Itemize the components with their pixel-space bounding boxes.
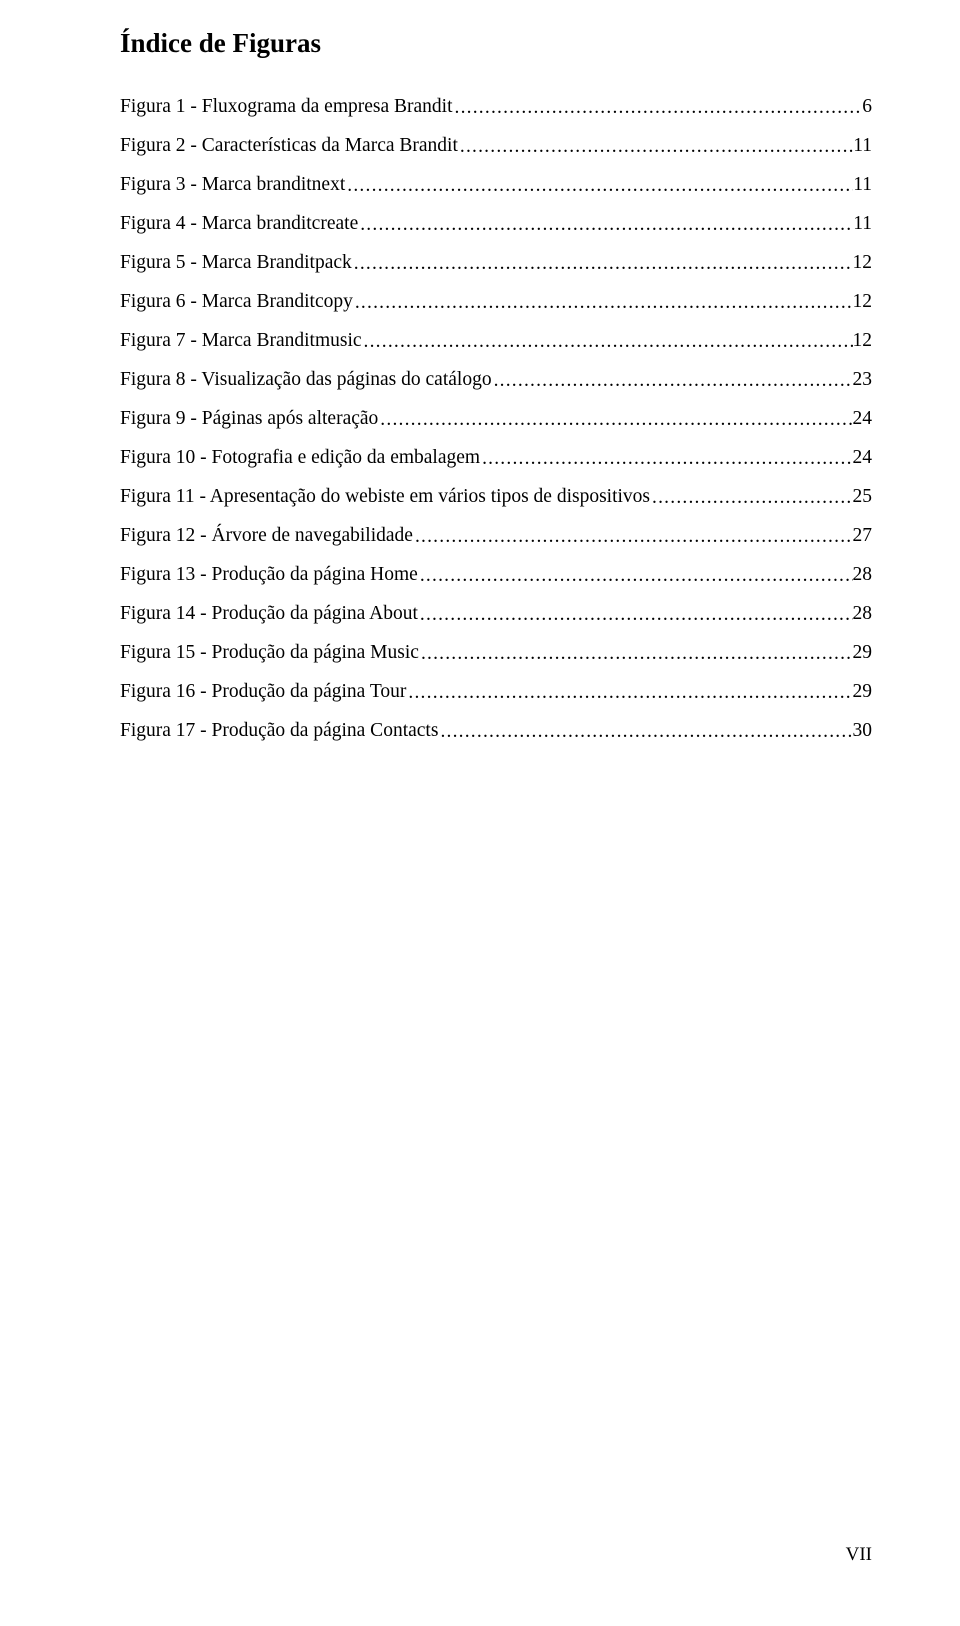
toc-page-number: 24: [853, 448, 873, 468]
toc-leader: [418, 605, 853, 625]
toc-page-number: 6: [862, 97, 872, 117]
toc-page-number: 11: [853, 175, 872, 195]
toc-page-number: 29: [853, 682, 873, 702]
toc-leader: [419, 644, 853, 664]
toc-leader: [438, 722, 852, 742]
toc-page-number: 12: [853, 253, 873, 273]
toc-entry: Figura 16 - Produção da página Tour 29: [120, 682, 872, 702]
toc-leader: [358, 215, 853, 235]
toc-entry: Figura 10 - Fotografia e edição da embal…: [120, 448, 872, 468]
toc-entry: Figura 7 - Marca Branditmusic 12: [120, 331, 872, 351]
toc-page-number: 11: [853, 136, 872, 156]
toc-entry: Figura 17 - Produção da página Contacts …: [120, 721, 872, 741]
toc-leader: [345, 176, 853, 196]
toc-page-number: 24: [853, 409, 873, 429]
toc-label: Figura 12 - Árvore de navegabilidade: [120, 526, 413, 546]
toc-entry: Figura 11 - Apresentação do webiste em v…: [120, 487, 872, 507]
toc-entry: Figura 13 - Produção da página Home 28: [120, 565, 872, 585]
toc-entry: Figura 8 - Visualização das páginas do c…: [120, 370, 872, 390]
toc-entry: Figura 14 - Produção da página About 28: [120, 604, 872, 624]
toc-label: Figura 17 - Produção da página Contacts: [120, 721, 438, 741]
toc-entry: Figura 15 - Produção da página Music 29: [120, 643, 872, 663]
toc-label: Figura 8 - Visualização das páginas do c…: [120, 370, 492, 390]
toc-page-number: 11: [853, 214, 872, 234]
toc-entry: Figura 9 - Páginas após alteração 24: [120, 409, 872, 429]
toc-leader: [352, 254, 853, 274]
toc-leader: [480, 449, 852, 469]
toc-label: Figura 5 - Marca Branditpack: [120, 253, 352, 273]
page-number: VII: [846, 1544, 872, 1566]
toc-label: Figura 6 - Marca Branditcopy: [120, 292, 353, 312]
toc-label: Figura 16 - Produção da página Tour: [120, 682, 406, 702]
toc-label: Figura 9 - Páginas após alteração: [120, 409, 378, 429]
toc-page-number: 29: [853, 643, 873, 663]
toc-entry: Figura 5 - Marca Branditpack 12: [120, 253, 872, 273]
toc-entry: Figura 4 - Marca branditcreate 11: [120, 214, 872, 234]
toc-entry: Figura 2 - Características da Marca Bran…: [120, 136, 872, 156]
toc-leader: [418, 566, 853, 586]
toc-page-number: 28: [853, 565, 873, 585]
toc-leader: [458, 137, 853, 157]
toc-leader: [353, 293, 853, 313]
toc-entry: Figura 12 - Árvore de navegabilidade 27: [120, 526, 872, 546]
page: Índice de Figuras Figura 1 - Fluxograma …: [0, 0, 960, 1626]
toc-leader: [453, 98, 863, 118]
toc-label: Figura 2 - Características da Marca Bran…: [120, 136, 458, 156]
toc-page-number: 12: [853, 331, 873, 351]
toc-leader: [413, 527, 853, 547]
toc-page-number: 30: [853, 721, 873, 741]
toc-entry: Figura 3 - Marca branditnext 11: [120, 175, 872, 195]
toc-label: Figura 4 - Marca branditcreate: [120, 214, 358, 234]
toc-leader: [492, 371, 853, 391]
toc-label: Figura 7 - Marca Branditmusic: [120, 331, 362, 351]
toc-label: Figura 14 - Produção da página About: [120, 604, 418, 624]
toc-label: Figura 15 - Produção da página Music: [120, 643, 419, 663]
toc-page-number: 12: [853, 292, 873, 312]
toc-label: Figura 1 - Fluxograma da empresa Brandit: [120, 97, 453, 117]
toc-leader: [406, 683, 852, 703]
toc-page-number: 28: [853, 604, 873, 624]
page-title: Índice de Figuras: [120, 28, 872, 59]
toc-page-number: 23: [853, 370, 873, 390]
toc-list: Figura 1 - Fluxograma da empresa Brandit…: [120, 97, 872, 741]
toc-page-number: 27: [853, 526, 873, 546]
toc-leader: [378, 410, 852, 430]
toc-leader: [362, 332, 853, 352]
toc-entry: Figura 1 - Fluxograma da empresa Brandit…: [120, 97, 872, 117]
toc-page-number: 25: [853, 487, 873, 507]
toc-leader: [650, 488, 852, 508]
toc-label: Figura 11 - Apresentação do webiste em v…: [120, 487, 650, 507]
toc-entry: Figura 6 - Marca Branditcopy 12: [120, 292, 872, 312]
toc-label: Figura 10 - Fotografia e edição da embal…: [120, 448, 480, 468]
toc-label: Figura 3 - Marca branditnext: [120, 175, 345, 195]
toc-label: Figura 13 - Produção da página Home: [120, 565, 418, 585]
